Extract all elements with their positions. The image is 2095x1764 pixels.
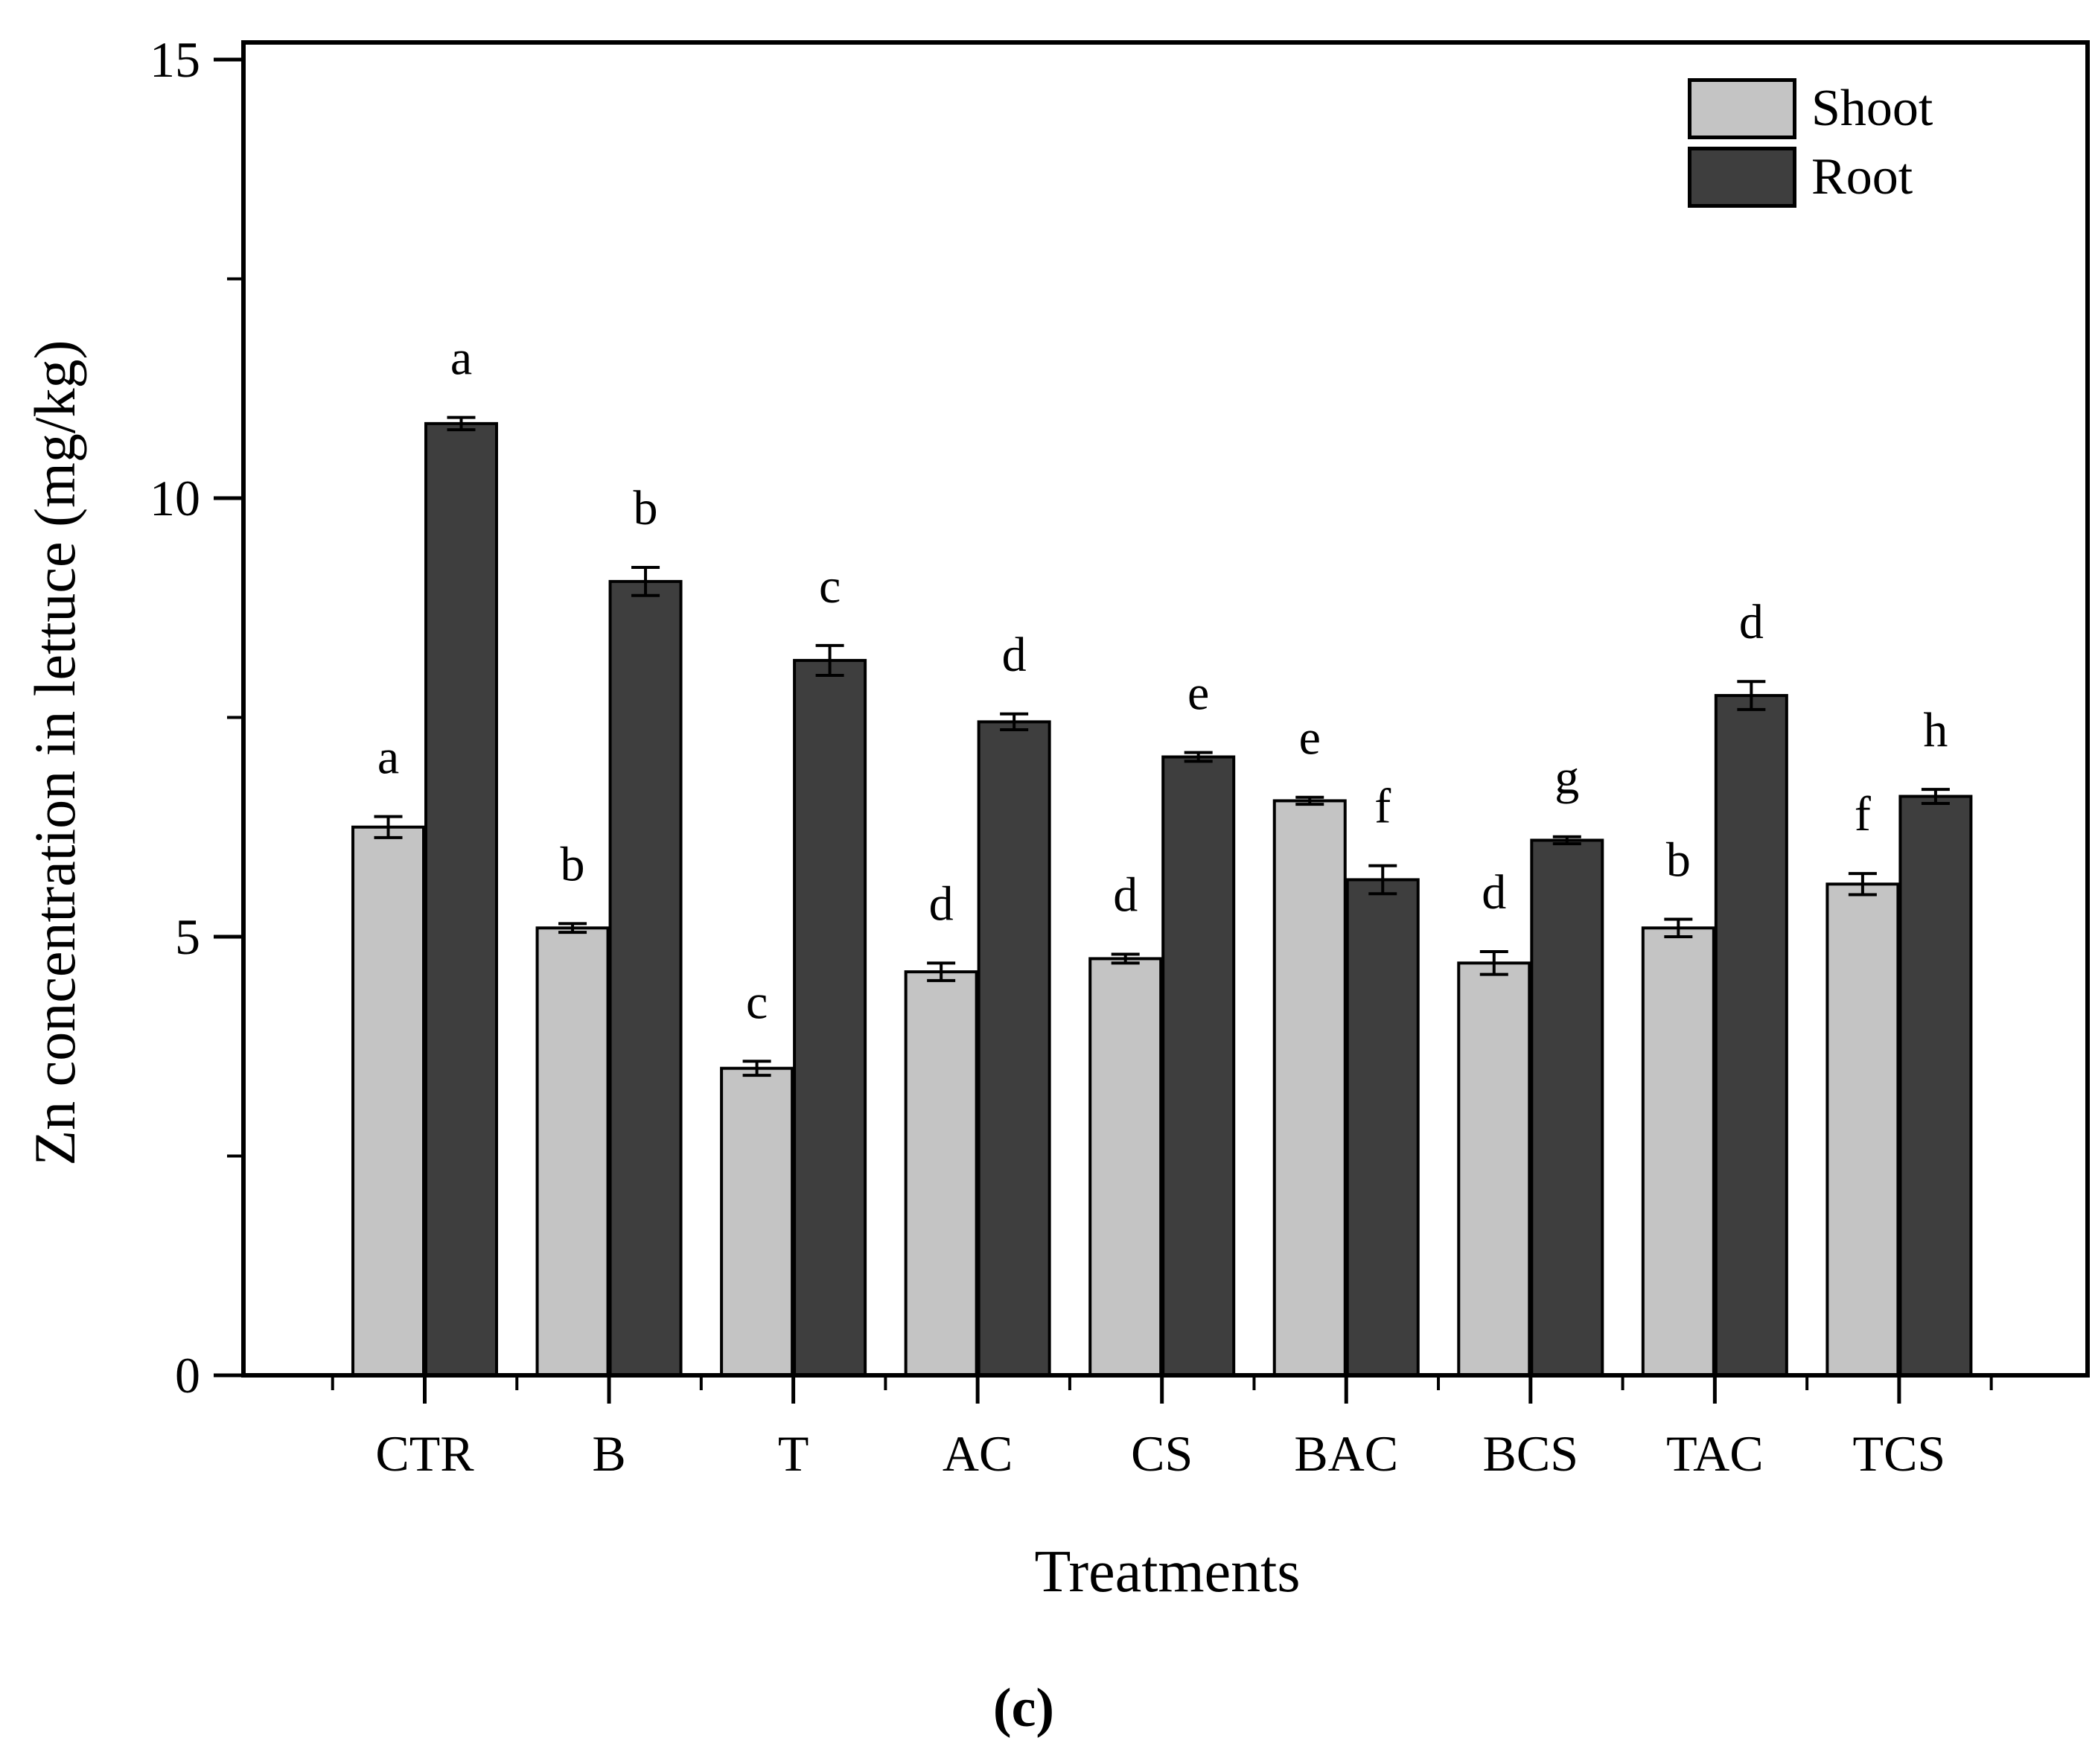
x-tick-label-B: B xyxy=(592,1425,625,1482)
bar-shoot-BAC xyxy=(1272,799,1347,1378)
sig-letter-root-TCS: h xyxy=(1923,703,1948,757)
bar-shoot-TAC xyxy=(1641,926,1715,1377)
sig-letter-shoot-BAC: e xyxy=(1299,711,1321,765)
sig-letter-shoot-AC: d xyxy=(929,876,954,931)
x-tick-label-CTR: CTR xyxy=(375,1425,474,1482)
y-tick-label-10: 10 xyxy=(150,470,200,526)
y-tick-label-0: 0 xyxy=(175,1347,200,1404)
sig-letter-shoot-CS: d xyxy=(1113,868,1138,923)
bar-root-B xyxy=(608,579,683,1377)
bar-shoot-CS xyxy=(1088,957,1163,1377)
sig-letter-root-B: b xyxy=(634,481,658,535)
bar-shoot-TCS xyxy=(1825,882,1900,1377)
sig-letter-root-CTR: a xyxy=(450,331,472,386)
bar-root-CS xyxy=(1161,755,1236,1377)
bar-shoot-B xyxy=(535,926,610,1377)
plot-frame xyxy=(241,40,2090,1378)
sig-letter-root-CS: e xyxy=(1187,666,1209,721)
legend: Shoot Root xyxy=(1688,78,1933,208)
legend-label-root: Root xyxy=(1811,148,1913,206)
sig-letter-shoot-T: c xyxy=(746,975,768,1029)
x-tick-label-TAC: TAC xyxy=(1666,1425,1764,1482)
sig-letter-root-BCS: g xyxy=(1554,751,1579,805)
bar-root-BAC xyxy=(1345,878,1420,1378)
legend-item-shoot: Shoot xyxy=(1688,78,1933,139)
legend-item-root: Root xyxy=(1688,147,1933,208)
x-tick-label-TCS: TCS xyxy=(1853,1425,1946,1482)
bar-root-CTR xyxy=(424,421,498,1377)
legend-swatch-shoot xyxy=(1688,78,1796,139)
bar-shoot-CTR xyxy=(351,825,425,1377)
bar-root-TCS xyxy=(1898,795,1973,1377)
sig-letter-root-AC: d xyxy=(1002,628,1027,682)
sig-letter-shoot-TCS: f xyxy=(1855,787,1871,841)
sig-letter-root-T: c xyxy=(819,559,841,614)
bar-root-TAC xyxy=(1714,694,1788,1377)
sig-letter-root-BAC: f xyxy=(1374,780,1391,834)
x-tick-label-T: T xyxy=(778,1425,809,1482)
sig-letter-root-TAC: d xyxy=(1739,595,1764,649)
bar-shoot-AC xyxy=(904,970,978,1377)
sig-letter-shoot-CTR: a xyxy=(377,730,399,785)
x-axis-title: Treatments xyxy=(1034,1539,1301,1605)
y-axis-title: Zn concentration in lettuce (mg/kg) xyxy=(22,340,87,1166)
legend-swatch-root xyxy=(1688,147,1796,208)
bar-shoot-BCS xyxy=(1457,961,1531,1377)
bar-shoot-T xyxy=(720,1066,794,1377)
y-tick-label-15: 15 xyxy=(150,31,200,88)
x-tick-label-AC: AC xyxy=(943,1425,1013,1482)
sig-letter-shoot-B: b xyxy=(561,837,585,891)
y-tick-label-5: 5 xyxy=(175,908,200,965)
bar-root-AC xyxy=(977,720,1051,1377)
x-tick-label-BAC: BAC xyxy=(1294,1425,1398,1482)
sig-letter-shoot-BCS: d xyxy=(1482,865,1506,920)
panel-caption: (c) xyxy=(992,1678,1055,1739)
x-tick-label-BCS: BCS xyxy=(1483,1425,1579,1482)
bar-root-T xyxy=(793,658,867,1377)
legend-label-shoot: Shoot xyxy=(1811,80,1933,137)
bar-root-BCS xyxy=(1530,838,1604,1378)
sig-letter-shoot-TAC: b xyxy=(1666,832,1691,887)
x-tick-label-CS: CS xyxy=(1131,1425,1193,1482)
